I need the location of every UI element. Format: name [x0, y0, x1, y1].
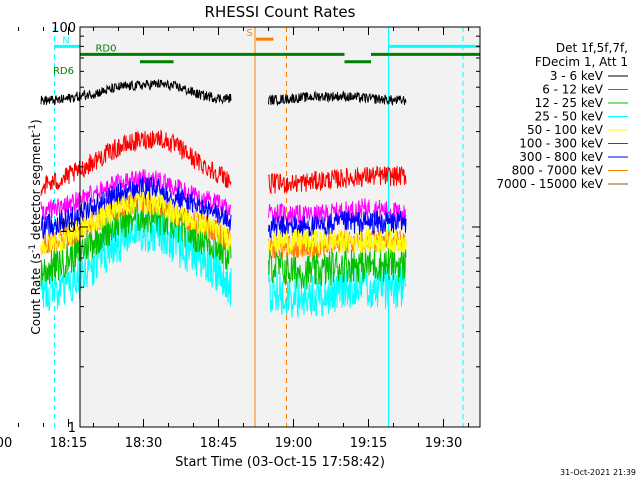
- y-tick-label: 100: [51, 21, 76, 36]
- vertical-markers: [54, 27, 464, 427]
- legend-header-line: FDecim 1, Att 1: [535, 55, 628, 69]
- annotation-bars: N S RD0 RD6: [53, 28, 480, 77]
- y-axis-label-part: ): [29, 119, 43, 124]
- legend-label: 6 - 12 keV: [542, 83, 604, 97]
- series-trace: [40, 169, 232, 221]
- legend-label: 300 - 800 keV: [519, 150, 603, 164]
- series-trace: [40, 191, 232, 257]
- series-trace: [268, 228, 407, 255]
- annotation-label: RD0: [95, 43, 116, 54]
- y-axis-label-part: Count Rate (s: [29, 253, 43, 335]
- annotation-label: RD6: [53, 66, 74, 77]
- legend-label: 100 - 300 keV: [519, 137, 603, 151]
- chart-title: RHESSI Count Rates: [205, 3, 356, 21]
- x-tick-label: 18:30: [125, 436, 162, 451]
- series-trace: [268, 210, 407, 239]
- legend-label: 50 - 100 keV: [527, 123, 604, 137]
- x-axis-label: Start Time (03-Oct-15 17:58:42): [175, 455, 385, 470]
- x-tick-label: 19:00: [275, 436, 312, 451]
- y-axis-label: Count Rate (s-1 detector segment-1): [28, 119, 43, 334]
- x-tick-label: 19:15: [350, 436, 387, 451]
- legend-label: 25 - 50 keV: [535, 110, 604, 124]
- render-timestamp: 31-Oct-2021 21:39: [560, 468, 636, 477]
- x-tick-label: 19:30: [425, 436, 462, 451]
- legend-label: 3 - 6 keV: [550, 69, 604, 83]
- series-trace: [40, 129, 232, 197]
- x-tick-label: 18:45: [200, 436, 237, 451]
- legend-label: 7000 - 15000 keV: [496, 177, 603, 191]
- y-tick-label: 10: [59, 221, 76, 236]
- x-tick-label: 18:00: [0, 436, 12, 451]
- series-trace: [40, 175, 232, 240]
- legend-label: 12 - 25 keV: [535, 96, 604, 110]
- series-trace: [268, 247, 407, 290]
- x-tick-label: 18:15: [50, 436, 87, 451]
- series-trace: [40, 198, 232, 287]
- axes-group: 18:00 18:15 18:30 18:45 19:00 19:15 19:30 1 10 10…: [0, 21, 480, 451]
- legend-label: 800 - 7000 keV: [512, 164, 604, 178]
- annotation-label: N: [62, 35, 69, 46]
- y-axis-label-part: detector segment: [29, 133, 43, 244]
- legend-header-line: Det 1f,5f,7f,: [556, 41, 628, 55]
- y-axis-label-superscript: -1: [28, 124, 38, 133]
- series-trace: [268, 90, 407, 107]
- y-tick-label: 1: [68, 421, 76, 436]
- series-trace: [40, 79, 232, 106]
- legend: Det 1f,5f,7f, FDecim 1, Att 1 3 - 6 keV6…: [496, 41, 628, 191]
- annotation-label: S: [246, 28, 252, 39]
- y-axis-label-superscript: -1: [28, 244, 38, 253]
- series-trace: [268, 165, 407, 195]
- series-group: [40, 79, 407, 318]
